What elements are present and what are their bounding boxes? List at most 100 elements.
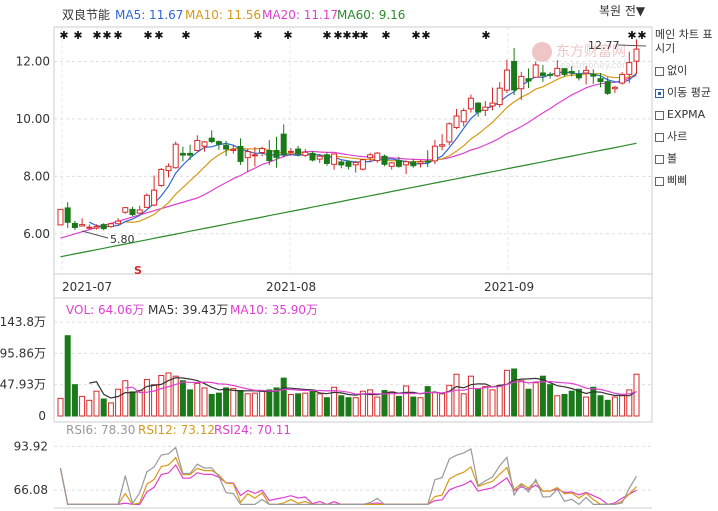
volume-bar <box>100 398 107 417</box>
candle-body <box>597 78 604 83</box>
rsi-legend-1: RSI12: 73.12 <box>138 423 215 437</box>
candle-body <box>244 151 251 159</box>
option-label-bbi: 삐삐 <box>667 174 688 187</box>
candle-body <box>395 160 402 167</box>
candle-body <box>331 153 338 165</box>
candle-body <box>482 106 489 111</box>
indicator-sidebar: 메인 차트 표시기 없이 이동 평균 EXPMA 사르 볼 삐삐 <box>655 28 717 188</box>
volume-bar <box>482 386 489 417</box>
volume-bar <box>403 385 410 417</box>
ma10-line <box>125 73 637 224</box>
volume-bar <box>237 390 244 417</box>
signal-star-icon: ✱ <box>351 29 360 42</box>
restore-dropdown[interactable]: 복원 전▼ <box>599 4 646 18</box>
price-tick-label: 8.00 <box>23 169 50 183</box>
indicator-option-ma[interactable]: 이동 평균 <box>655 86 717 100</box>
rsi12-line <box>59 456 637 506</box>
volume-bar <box>172 375 179 417</box>
checkbox-expma[interactable] <box>655 110 664 120</box>
volume-bar <box>208 393 215 417</box>
signal-star-icon: ✱ <box>59 29 68 42</box>
candle-body <box>460 110 467 123</box>
volume-bar <box>525 388 532 417</box>
volume-bar <box>417 397 424 417</box>
candle-body <box>295 148 302 155</box>
ma60-line <box>60 142 637 258</box>
watermark-brand: 东方财富网 <box>556 43 626 60</box>
indicator-option-none[interactable]: 없이 <box>655 64 717 78</box>
candle-body <box>273 150 280 158</box>
candle-body <box>467 97 474 110</box>
volume-bar <box>453 373 460 417</box>
volume-bar <box>424 386 431 417</box>
checkbox-sar[interactable] <box>655 132 664 142</box>
candle-body <box>86 226 93 229</box>
signal-star-icon: ✱ <box>627 29 636 42</box>
volume-bar <box>475 388 482 417</box>
candle-body <box>575 73 582 79</box>
stock-name: 双良节能 <box>62 7 110 22</box>
checkbox-ma[interactable] <box>655 88 664 98</box>
candle-body <box>266 150 273 162</box>
candle-body <box>215 141 222 145</box>
signal-star-icon: ✱ <box>154 29 163 42</box>
candle-body <box>201 141 208 147</box>
vol-legend-0: VOL: 64.06万 <box>66 303 144 317</box>
date-tick-2: 2021-09 <box>484 280 534 294</box>
candle-body <box>619 73 626 84</box>
volume-bar <box>511 368 518 417</box>
volume-bar <box>71 384 78 417</box>
candle-body <box>352 162 359 166</box>
candle-body <box>309 152 316 161</box>
candle-body <box>179 152 186 156</box>
volume-bar <box>503 369 510 417</box>
signal-star-icon: ✱ <box>481 29 490 42</box>
signal-star-icon: ✱ <box>322 29 331 42</box>
low-price-label: 5.80 <box>110 233 135 246</box>
candle-body <box>568 71 575 74</box>
candle-body <box>503 69 510 91</box>
volume-bar <box>259 390 266 417</box>
ma-legend-2: MA20: 11.17 <box>262 8 338 22</box>
volume-bar <box>619 395 626 417</box>
indicator-option-expma[interactable]: EXPMA <box>655 108 717 122</box>
volume-bar <box>323 397 330 417</box>
checkbox-boll[interactable] <box>655 154 664 164</box>
candle-body <box>417 161 424 164</box>
candle-body <box>338 161 345 166</box>
candle-body <box>57 208 64 226</box>
volume-bar <box>215 392 222 417</box>
candle-body <box>316 155 323 160</box>
rsi6-line <box>59 446 638 506</box>
price-tick-label: 6.00 <box>23 227 50 241</box>
candle-body <box>611 86 618 90</box>
candle-body <box>345 161 352 167</box>
candle-body <box>187 152 194 156</box>
candle-body <box>115 220 122 225</box>
volume-bar <box>518 380 525 417</box>
indicator-option-bbi[interactable]: 삐삐 <box>655 174 717 188</box>
checkbox-none[interactable] <box>655 66 664 76</box>
volume-bar <box>64 335 71 417</box>
volume-bar <box>151 384 158 417</box>
candle-body <box>561 68 568 75</box>
candle-body <box>424 160 431 163</box>
volume-bar <box>179 380 186 417</box>
candle-body <box>583 69 590 74</box>
indicator-option-sar[interactable]: 사르 <box>655 130 717 144</box>
candle-body <box>367 154 374 159</box>
volume-bar <box>633 373 640 417</box>
candle-body <box>410 161 417 167</box>
volume-bar <box>194 382 201 417</box>
candle-body <box>374 152 381 162</box>
candle-body <box>496 87 503 106</box>
volume-tick-label: 47.93万 <box>0 378 46 392</box>
signal-star-icon: ✱ <box>637 29 646 42</box>
candle-body <box>302 151 309 156</box>
signal-star-icon: ✱ <box>333 29 342 42</box>
checkbox-bbi[interactable] <box>655 176 664 186</box>
indicator-option-boll[interactable]: 볼 <box>655 152 717 166</box>
volume-bar <box>352 397 359 417</box>
volume-tick-label: 0 <box>38 409 46 423</box>
rsi-legend-2: RSI24: 70.11 <box>214 423 291 437</box>
